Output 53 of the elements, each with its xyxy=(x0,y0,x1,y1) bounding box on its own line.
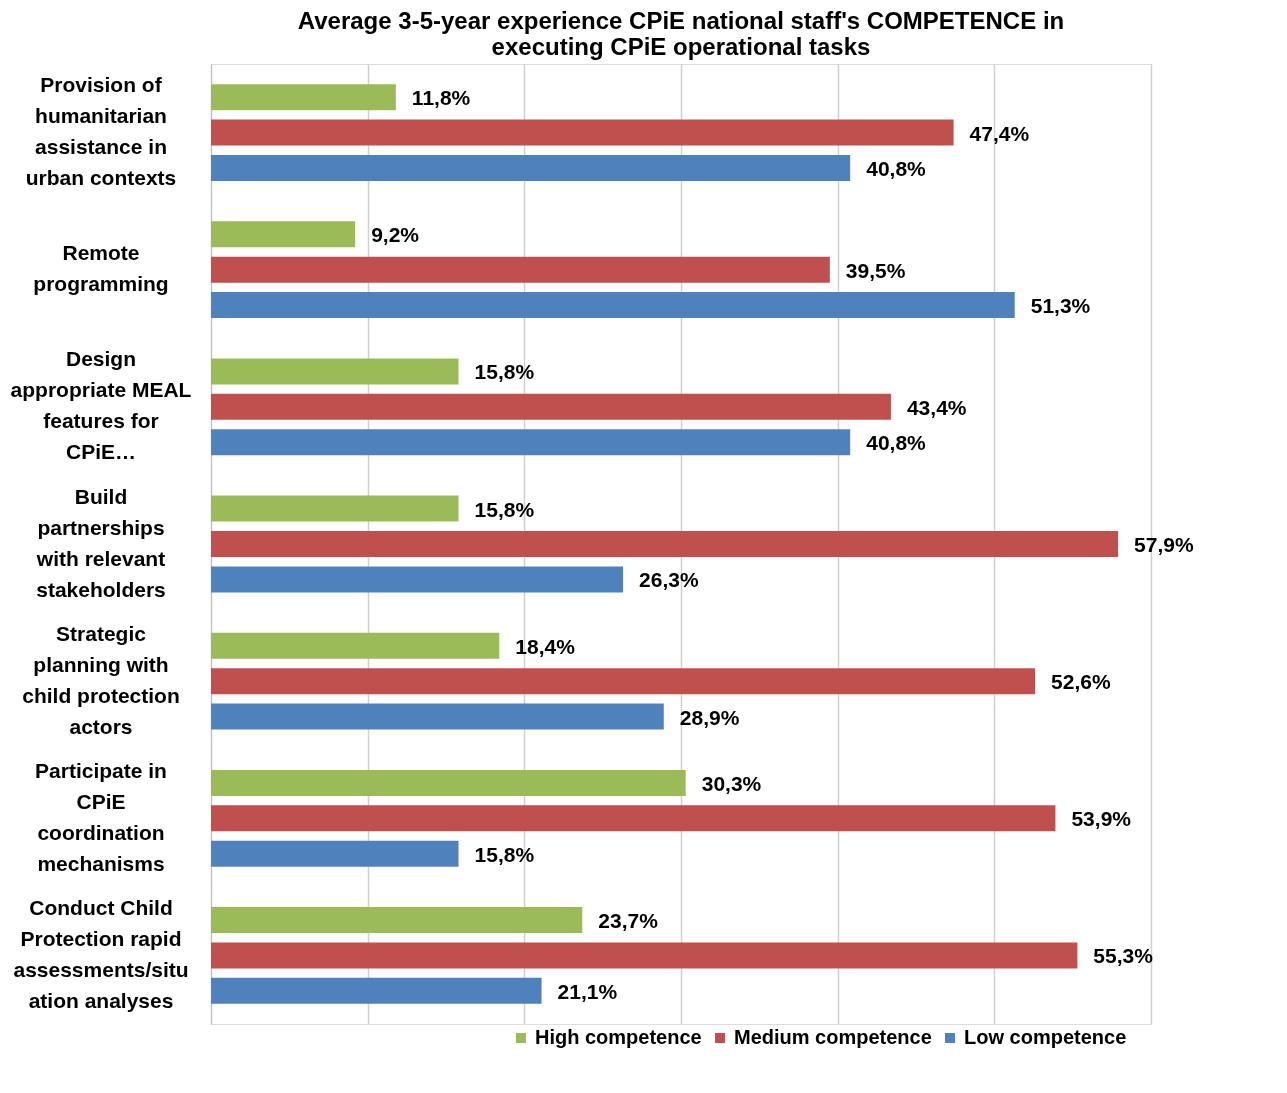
bar xyxy=(211,84,396,111)
y-tick-label: Participate in CPiE coordination mechanisms xyxy=(35,758,167,875)
bar xyxy=(211,119,954,146)
bar xyxy=(211,221,356,248)
bar xyxy=(211,531,1119,557)
data-label: 21,1% xyxy=(557,979,618,1003)
y-tick-label: Conduct Child Protection rapid assessments/situation analyses xyxy=(13,895,189,1012)
y-tick-label: Provision of humanitarian assistance in urban contexts xyxy=(25,73,177,190)
data-label: 26,3% xyxy=(639,568,699,592)
bar xyxy=(211,256,830,283)
data-label: 15,8% xyxy=(474,497,535,521)
bar xyxy=(211,907,583,934)
legend-label: Medium competence xyxy=(734,1026,932,1048)
data-label: 28,9% xyxy=(679,705,740,729)
y-tick-label: Remote programming xyxy=(33,241,169,296)
data-label: 40,8% xyxy=(866,156,927,180)
data-label: 57,9% xyxy=(1134,533,1194,556)
data-label: 9,2% xyxy=(371,223,420,247)
bar xyxy=(211,429,851,456)
data-label: 30,3% xyxy=(701,771,762,795)
data-label: 55,3% xyxy=(1093,944,1154,968)
data-label: 39,5% xyxy=(845,258,906,282)
bar xyxy=(211,632,500,659)
y-tick-label: Design appropriate MEAL features for CPiE… xyxy=(10,347,192,464)
bar xyxy=(211,495,459,522)
bar xyxy=(211,840,459,867)
bar xyxy=(211,292,1015,319)
bar xyxy=(211,668,1036,695)
bar xyxy=(211,393,891,420)
data-label: 53,9% xyxy=(1071,807,1132,831)
bar xyxy=(211,703,664,730)
bar xyxy=(211,358,459,385)
bar xyxy=(211,977,542,1004)
bar xyxy=(211,769,686,796)
legend-label: Low competence xyxy=(964,1026,1127,1048)
data-label: 11,8% xyxy=(411,86,471,110)
chart-title: Average 3-5-year experience CPiE national staff's COMPETENCE in executing CPiE operational tasks xyxy=(297,7,1065,60)
data-label: 52,6% xyxy=(1051,670,1111,694)
data-label: 15,8% xyxy=(474,360,535,384)
data-label: 47,4% xyxy=(969,121,1030,145)
data-label: 40,8% xyxy=(866,431,927,455)
data-label: 15,8% xyxy=(474,842,535,866)
data-label: 43,4% xyxy=(906,395,967,419)
data-label: 51,3% xyxy=(1030,294,1091,318)
bar xyxy=(211,805,1056,832)
legend-label: High competence xyxy=(535,1026,702,1048)
y-tick-label: Build partnerships with relevant stakeholders xyxy=(35,484,166,601)
data-label: 18,4% xyxy=(515,634,576,658)
bar xyxy=(211,942,1078,969)
data-label: 23,7% xyxy=(598,909,659,933)
bar xyxy=(211,154,851,181)
bar xyxy=(211,566,624,593)
y-tick-label: Strategic planning with child protection actors xyxy=(22,621,180,738)
